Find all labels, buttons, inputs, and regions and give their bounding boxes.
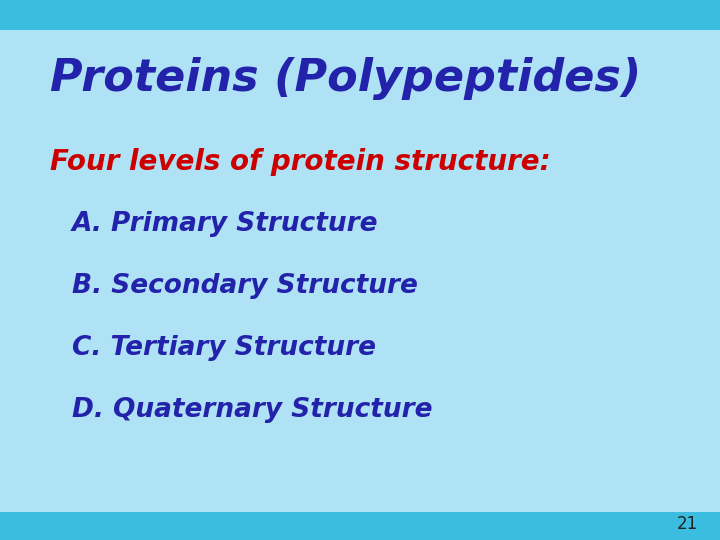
Text: Proteins (Polypeptides): Proteins (Polypeptides) — [50, 57, 642, 100]
Bar — [0, 0, 720, 30]
Text: B. Secondary Structure: B. Secondary Structure — [72, 273, 418, 299]
Text: 21: 21 — [677, 515, 698, 533]
Text: D. Quaternary Structure: D. Quaternary Structure — [72, 397, 433, 423]
Text: Four levels of protein structure:: Four levels of protein structure: — [50, 148, 551, 176]
Text: A. Primary Structure: A. Primary Structure — [72, 211, 379, 237]
Bar — [0, 512, 720, 540]
Text: C. Tertiary Structure: C. Tertiary Structure — [72, 335, 376, 361]
